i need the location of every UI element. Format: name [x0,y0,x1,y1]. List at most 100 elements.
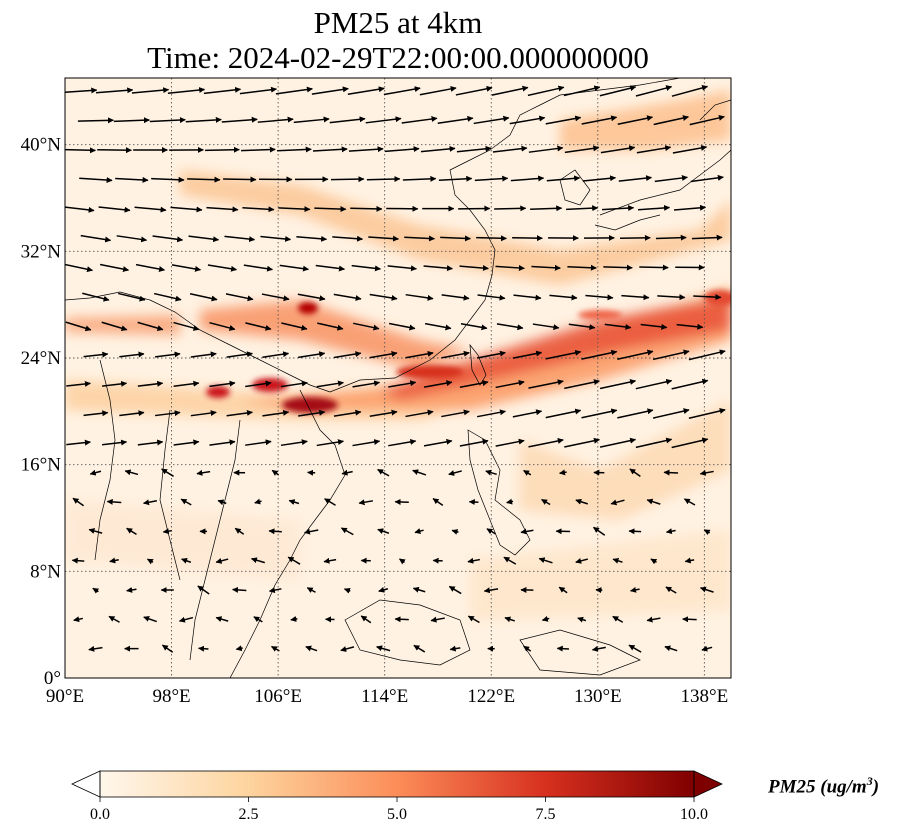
wind-arrow [405,409,434,418]
wind-arrow [209,380,236,388]
wind-arrow [352,439,381,447]
wind-arrow [323,557,337,564]
y-tick-label: 8°N [30,561,61,582]
wind-arrow [102,439,128,446]
colorbar-title: PM25 (ug/m3) [768,774,879,798]
wind-arrow [378,586,389,593]
wind-arrow [360,615,372,624]
wind-arrow [173,380,200,388]
wind-arrow [126,586,137,593]
wind-arrow [492,145,528,153]
wind-arrow [532,323,560,331]
wind-arrow [116,235,148,243]
x-tick-label: 122°E [467,686,515,707]
wind-arrow [612,557,623,564]
wind-arrow [260,235,292,242]
wind-arrow [556,645,570,652]
wind-arrow [413,644,426,653]
wind-arrow [549,294,578,301]
wind-arrow [509,115,546,125]
wind-arrow [577,616,587,623]
wind-arrow [72,497,85,507]
wind-arrow [369,293,398,301]
wind-arrow [541,498,551,506]
wind-arrow [196,469,211,476]
wind-arrow [65,263,94,273]
wind-arrow [394,616,409,623]
wind-arrow [95,87,134,94]
wind-arrow [581,408,618,419]
wind-arrow [235,645,243,652]
wind-arrow [187,176,221,183]
wind-arrow [545,349,582,360]
wind-arrow [665,528,676,535]
wind-arrow [621,294,650,301]
wind-arrow [412,469,427,476]
colorbar-tick-label: 0.0 [90,806,110,823]
wind-arrow [101,321,128,332]
wind-vectors [65,85,726,653]
wind-arrow [73,616,84,623]
wind-arrow [523,645,532,652]
wind-arrow [581,349,618,360]
wind-arrow [79,177,113,184]
wind-arrow [71,557,85,564]
wind-arrow [401,116,438,124]
wind-arrow [599,437,637,448]
x-tick-label: 114°E [361,686,408,707]
wind-arrow [365,116,402,124]
wind-arrow [137,380,164,387]
wind-arrow [65,87,98,94]
wind-arrow [423,265,453,272]
wind-arrow [333,293,362,302]
wind-arrow [637,204,671,211]
wind-arrow [639,264,669,271]
wind-arrow [340,646,355,652]
wind-arrow [430,616,445,623]
wind-arrow [242,206,275,213]
wind-arrow [303,528,319,535]
wind-arrow [119,351,145,358]
wind-arrow [152,235,184,243]
wind-arrow [657,294,686,301]
x-tick-label: 130°E [574,686,622,707]
wind-arrow [290,616,298,622]
wind-arrow [523,469,532,476]
y-tick-label: 32°N [21,241,62,262]
wind-arrow [205,146,240,153]
wind-arrow [503,556,517,565]
wind-arrow [215,557,229,564]
wind-arrow [333,409,362,417]
wind-arrow [477,294,506,301]
wind-arrow [306,587,316,593]
wind-arrow [239,86,277,95]
wind-arrow [412,586,426,593]
wind-arrow [198,645,209,652]
wind-arrow [358,499,374,506]
gridlines [65,78,731,678]
wind-arrow [279,264,309,272]
wind-arrow [617,115,654,125]
wind-arrow [137,439,164,446]
wind-arrow [143,499,158,506]
y-axis-labels: 0° 8°N 16°N 24°N 32°N 40°N [21,135,62,689]
wind-arrow [676,323,704,330]
wind-arrow [455,85,493,96]
wind-arrow [102,380,128,387]
wind-arrow [566,205,599,212]
wind-arrow [115,176,149,183]
wind-arrow [223,176,257,183]
map-frame [64,77,732,679]
wind-arrow [603,264,633,271]
wind-arrow [261,293,290,302]
wind-arrow [369,409,398,418]
wind-arrow [530,205,563,212]
wind-arrow [671,437,709,449]
wind-arrow [343,587,351,594]
wind-arrow [281,322,308,331]
wind-arrow [440,235,471,242]
wind-arrow [197,585,210,595]
wind-arrow [599,85,637,97]
wind-arrow [448,585,462,595]
